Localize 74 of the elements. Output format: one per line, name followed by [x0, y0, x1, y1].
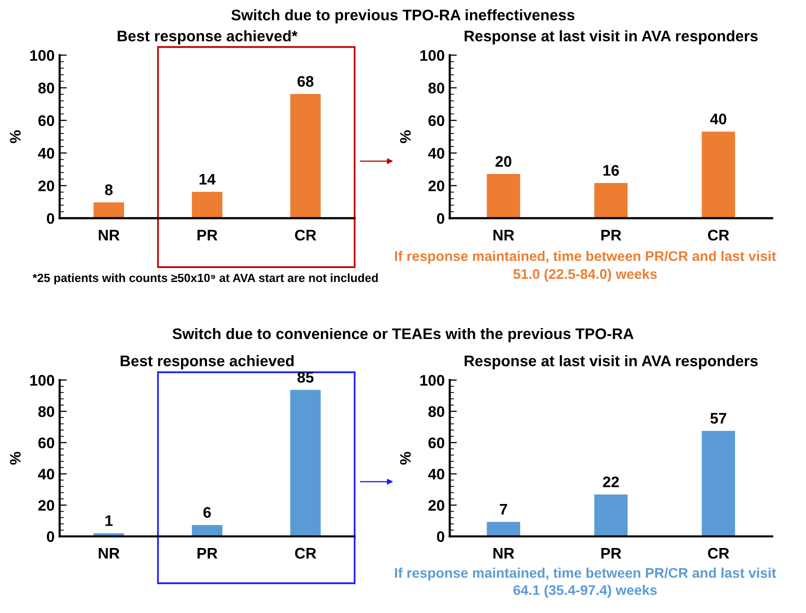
- x-tick-label: NR: [98, 230, 120, 240]
- y-tick-label: 20: [38, 180, 54, 192]
- x-tick-label: PR: [601, 548, 622, 559]
- text: 22: [602, 476, 619, 488]
- y-tick-label: 60: [38, 115, 54, 126]
- text: 14: [200, 174, 216, 184]
- y-tick-label: 20: [428, 180, 444, 192]
- text: 16: [603, 165, 619, 176]
- text: If response maintained, time between PR/CR and last visit: [395, 250, 776, 264]
- bar: [192, 192, 222, 218]
- y-tick-label: 0: [436, 213, 444, 224]
- bar: [290, 94, 321, 218]
- text: 20: [496, 156, 512, 167]
- y-tick-label: 60: [428, 115, 444, 126]
- text: *25 patients with counts ≥50x10⁹ at AVA start are not included: [32, 273, 378, 284]
- x-tick-label: PR: [198, 230, 218, 240]
- y-tick-label: 0: [46, 531, 54, 542]
- x-tick-label: NR: [493, 230, 514, 240]
- y-tick-label: 80: [428, 406, 444, 418]
- y-tick-label: 0: [436, 531, 444, 542]
- y-tick-label: 60: [38, 437, 54, 448]
- bar: [290, 390, 321, 536]
- x-tick-label: CR: [708, 548, 730, 559]
- text: 1: [106, 515, 113, 526]
- y-axis-title: %: [400, 130, 411, 144]
- chart-title: Response at last visit in AVA responders: [464, 30, 758, 44]
- y-tick-label: 20: [38, 500, 54, 511]
- text: 85: [297, 372, 314, 383]
- y-axis-title: %: [10, 130, 21, 144]
- x-tick-label: PR: [601, 230, 622, 240]
- y-tick-label: 60: [428, 437, 444, 448]
- x-tick-label: CR: [295, 548, 316, 559]
- text: If response maintained, time between PR/CR and last visit: [395, 568, 776, 581]
- y-tick-label: 100: [420, 374, 444, 386]
- y-axis-title: %: [400, 452, 411, 465]
- bar: [594, 494, 628, 536]
- y-tick-label: 0: [46, 213, 54, 224]
- y-tick-label: 40: [428, 148, 444, 159]
- y-tick-label: 20: [428, 500, 444, 511]
- x-tick-label: NR: [98, 548, 120, 559]
- x-tick-label: PR: [198, 548, 218, 559]
- y-tick-label: 100: [30, 374, 54, 386]
- y-tick-label: 40: [38, 468, 54, 480]
- text: 68: [298, 76, 314, 87]
- x-tick-label: CR: [708, 230, 730, 241]
- text: Switch due to convenience or TEAEs with the previous TPO-RA: [172, 328, 634, 342]
- y-axis-title: %: [10, 452, 21, 465]
- bar: [702, 430, 736, 536]
- text: 51.0 (22.5-84.0) weeks: [513, 268, 657, 282]
- text: 7: [500, 504, 508, 514]
- bar: [702, 132, 736, 218]
- y-tick-label: 80: [38, 406, 54, 418]
- y-tick-label: 80: [38, 82, 54, 94]
- x-tick-label: CR: [295, 230, 316, 241]
- x-tick-label: NR: [493, 548, 514, 559]
- text: 64.1 (35.4-97.4) weeks: [513, 584, 657, 598]
- bar: [486, 174, 520, 218]
- chart-title: Best response achieved: [120, 355, 294, 370]
- y-tick-label: 100: [30, 50, 54, 61]
- y-tick-label: 80: [428, 82, 444, 94]
- y-tick-label: 100: [420, 50, 444, 61]
- bar: [192, 524, 222, 536]
- text: Switch due to previous TPO-RA ineffectiveness: [231, 9, 574, 24]
- text: 8: [105, 184, 113, 196]
- bar: [594, 183, 628, 218]
- text: 6: [203, 506, 211, 518]
- y-tick-label: 40: [428, 468, 444, 480]
- bar: [486, 522, 520, 536]
- y-tick-label: 40: [38, 148, 54, 159]
- chart-title: Best response achieved*: [118, 30, 298, 44]
- bar: [94, 202, 124, 218]
- chart-title: Response at last visit in AVA responders: [464, 355, 758, 370]
- text: 40: [710, 114, 726, 124]
- text: 57: [710, 413, 726, 424]
